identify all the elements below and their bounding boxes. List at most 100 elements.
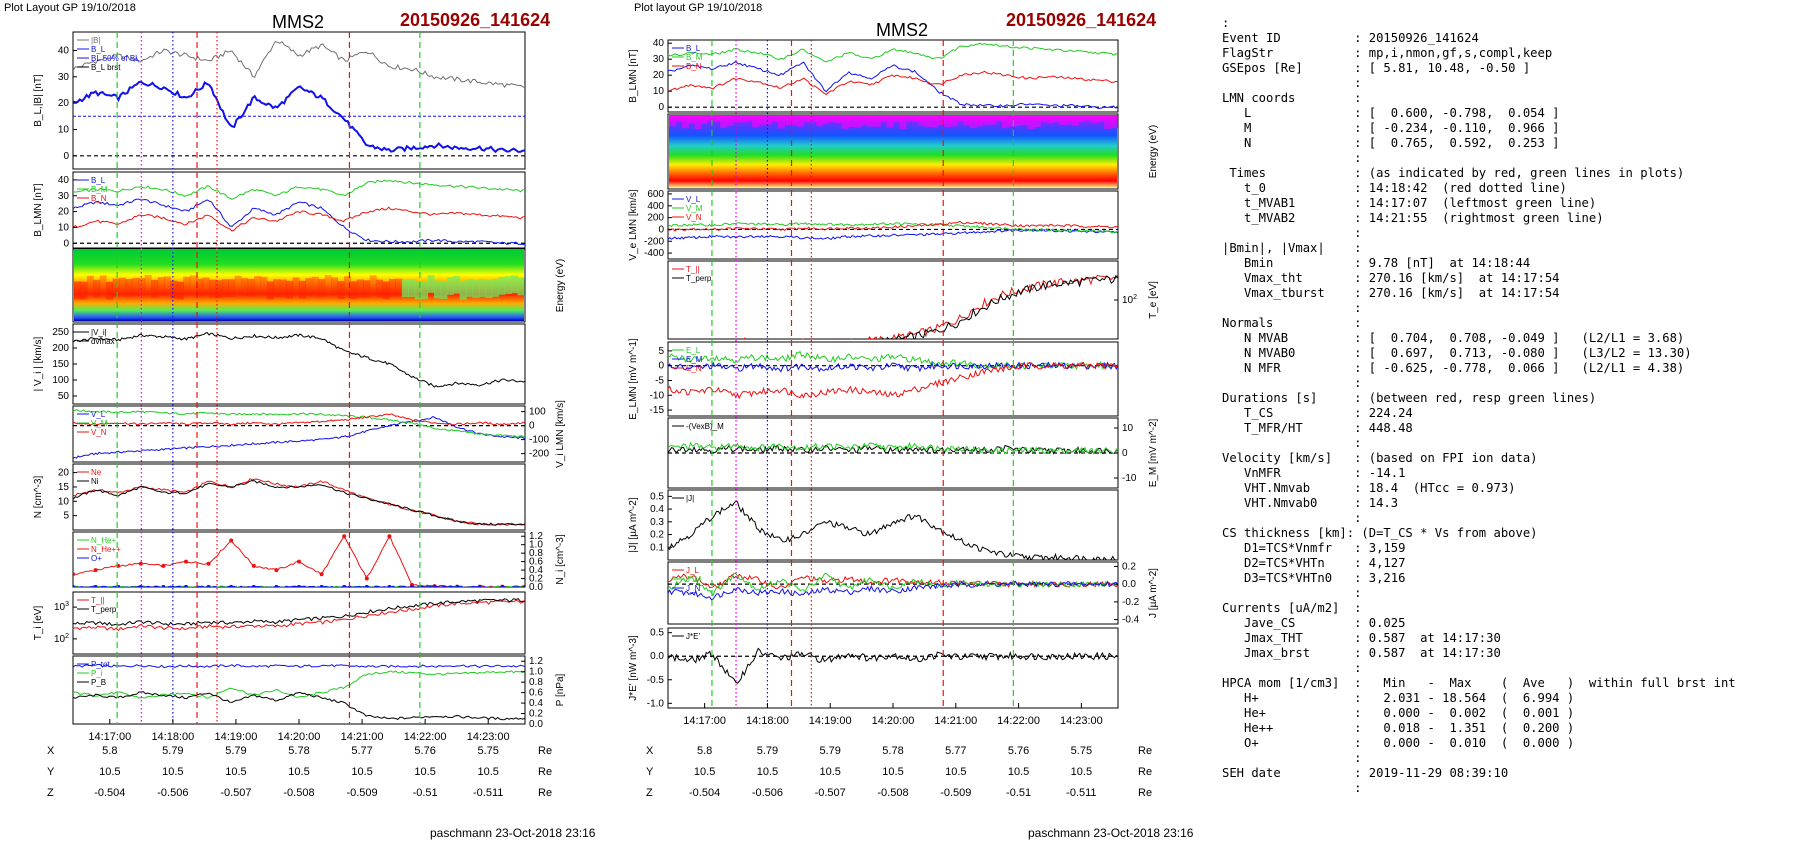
legend-label: T_|| [91,596,105,605]
y-tick-label: 30 [58,72,70,83]
y-tick-label: 5 [63,511,69,522]
spectrogram-texture [752,115,760,128]
data-point [161,585,166,587]
y-tick-label: 0.5 [650,628,664,639]
spectrogram-texture [112,278,120,297]
spectrogram-texture [777,115,785,129]
data-point [229,538,234,543]
legend-label: V_M [686,204,703,213]
spectrogram-texture [401,279,409,298]
y-tick-label: 0 [658,361,664,372]
y-tick-label: 0.0 [650,651,664,662]
y-tick-label: 0.8 [529,677,543,688]
series-line [668,220,1118,232]
position-value: 5.8 [102,745,117,757]
spectrogram-texture [504,276,512,294]
spectrogram-texture [816,115,824,127]
spectrogram-texture [254,276,261,294]
spectrogram-texture [1033,115,1041,128]
panel-electron-energy-spectrogram: Energy (eV) [667,113,1159,190]
data-point [251,585,256,587]
panel-frame [72,463,526,531]
data-point [93,568,98,573]
y-tick-label: 0.2 [529,709,543,720]
spectrogram-texture [164,276,171,295]
y-tick-label: 0 [658,102,664,113]
series-line [724,274,1118,339]
panel-j: -0.4 -0.2 0.0 0.2 J [µA m^-2] J_LJ_MJ_N [667,561,1159,626]
spectrogram-texture [963,115,971,126]
legend-label: B_L [686,44,701,53]
series-line [668,70,1118,95]
data-point [138,585,143,587]
y-axis-label: Energy (eV) [1148,125,1159,178]
panel-blmn: 0 10 20 30 40 B_LMN [nT] B_LB_MB_N [33,171,526,249]
legend-label: B_M [91,185,108,194]
spectrogram-texture [982,115,990,125]
position-value: 5.77 [945,745,966,757]
legend-label: N_He++ [91,545,121,554]
series-line [668,42,1118,63]
y-tick-label: 20 [58,468,70,479]
series-line [733,275,1118,339]
x-tick-label: 14:20:00 [278,731,321,743]
spectrogram-texture [681,115,689,129]
y-tick-label: 0.2 [1122,561,1136,572]
y-tick-label: 0.3 [650,517,664,528]
y-axis-label: B_L,|B| [nT] [33,74,44,127]
spectrogram-texture [382,281,390,300]
spectrogram-texture [1065,115,1073,125]
x-tick-label: 14:21:00 [934,715,977,727]
spectrogram-texture [790,115,798,126]
y-axis-label: P [nPa] [555,673,566,706]
spectrogram-texture [797,115,804,127]
position-value: 5.77 [351,745,372,757]
panel-frame [72,591,526,655]
data-point [184,559,188,564]
spectrogram-texture [989,115,996,125]
y-tick-label: -10 [650,390,665,401]
position-value: -0.507 [815,787,846,799]
y-tick-label: 200 [647,213,664,224]
y-tick-label: 20 [653,70,665,81]
y-tick-label: -0.2 [1122,597,1140,608]
x-tick-label: 14:19:00 [809,715,852,727]
y-tick-label: 400 [647,201,664,212]
y-axis-label: T_i [eV] [33,606,44,641]
data-point [364,576,369,581]
spectrogram-texture [266,281,274,300]
spectrogram-texture [491,279,499,297]
spectrogram-texture [485,280,493,298]
spectrogram-texture [479,279,486,297]
y-tick-label: 30 [58,191,70,202]
panel-blmn: 0 10 20 30 40 B_LMN [nT] B_LB_MB_N [628,38,1119,113]
legend-label: J_M [686,575,701,584]
panel-frame [667,39,1119,113]
y-tick-label: 30 [653,54,665,65]
position-value: 10.5 [694,766,715,778]
y-tick-label: 20 [58,98,70,109]
y-axis-label: N_i [cm^-3] [555,534,566,584]
legend-label: Ni [91,477,99,486]
spectrogram-texture [459,281,467,300]
y-tick-label: 0.4 [529,698,543,709]
series-line [73,332,525,388]
series-line [668,222,1118,234]
legend-label: Ne [91,468,102,477]
y-tick-label: 200 [52,343,69,354]
x-tick-label: 14:23:00 [467,731,510,743]
position-value: 5.76 [1008,745,1029,757]
y-tick-label: 0.6 [529,557,543,568]
panel-vi-mag: 50 100 150 200 250 | V_i | [km/s] |V_i|dvmax [33,323,526,405]
y-tick-label: 150 [52,359,69,370]
spectrogram-texture [93,279,101,298]
y-axis-label: T_e [eV] [1148,281,1159,319]
data-point [455,585,460,587]
y-tick-label: -15 [650,405,665,416]
position-value: -0.506 [157,787,188,799]
y-tick-label: 100 [52,375,69,386]
position-value: 5.75 [1071,745,1092,757]
position-value: 5.79 [162,745,183,757]
position-value: 5.78 [288,745,309,757]
